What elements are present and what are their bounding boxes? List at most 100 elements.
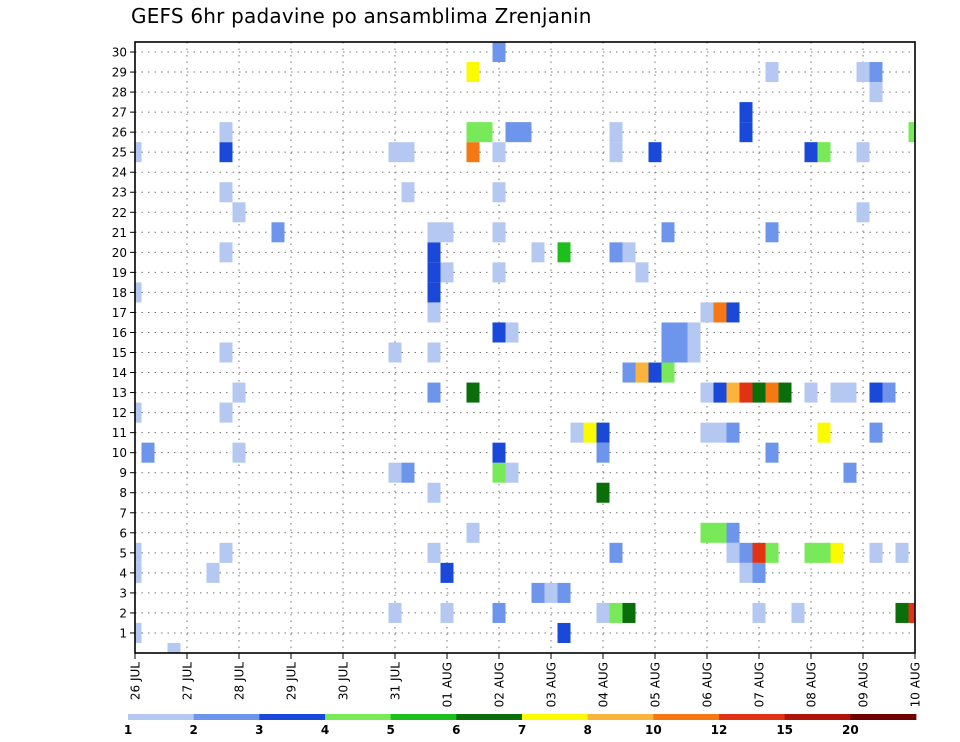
ensemble-cell [856, 62, 870, 83]
x-tick-label: 29 JUL [285, 662, 299, 700]
ensemble-cell [492, 442, 506, 463]
colorbar-label: 3 [255, 723, 263, 737]
plot-frame [134, 41, 916, 654]
y-tick-label: 12 [112, 406, 127, 420]
x-tick-label: 07 AUG [753, 662, 767, 707]
ensemble-cell [765, 382, 779, 403]
x-tick-label: 26 JUL [129, 662, 143, 700]
ensemble-cell [427, 342, 441, 363]
ensemble-cell [791, 602, 805, 623]
ensemble-cell [206, 562, 220, 583]
ensemble-cell [427, 242, 441, 263]
grid-lines [134, 42, 916, 653]
y-tick-label: 9 [119, 466, 127, 480]
ensemble-cell [466, 522, 480, 543]
y-tick-label: 8 [119, 486, 127, 500]
ensemble-cell [232, 202, 246, 223]
ensemble-cell [440, 562, 454, 583]
ensemble-cell [271, 222, 285, 243]
colorbar-segment [587, 714, 654, 720]
ensemble-cell [492, 182, 506, 203]
y-tick-label: 19 [112, 266, 127, 280]
ensemble-cell [440, 262, 454, 283]
ensemble-cell [219, 242, 233, 263]
ensemble-cell [492, 222, 506, 243]
y-tick-label: 25 [112, 146, 127, 160]
ensemble-cell [596, 442, 610, 463]
colorbar-segment [193, 714, 260, 720]
ensemble-cell [492, 322, 506, 343]
ensemble-cell [492, 42, 506, 63]
ensemble-cell [583, 422, 597, 443]
colorbar-segment [325, 714, 392, 720]
ensemble-cell [869, 422, 883, 443]
ensemble-cell [135, 402, 142, 423]
ensemble-cell [739, 562, 753, 583]
ensemble-cell [466, 62, 480, 83]
ensemble-cell [427, 542, 441, 563]
ensemble-cell [895, 542, 909, 563]
chart-title: GEFS 6hr padavine po ansamblima Zrenjani… [131, 4, 592, 28]
ensemble-cell [700, 302, 714, 323]
y-tick-label: 21 [112, 226, 127, 240]
ensemble-cell [713, 422, 727, 443]
ensemble-cell [804, 542, 818, 563]
ensemble-cell [609, 602, 623, 623]
colorbar-label: 1 [124, 723, 132, 737]
ensemble-cell [609, 122, 623, 143]
ensemble-cell [622, 242, 636, 263]
ensemble-cell [492, 602, 506, 623]
y-tick-label: 7 [119, 506, 127, 520]
ensemble-cell [135, 562, 142, 583]
ensemble-cell [135, 542, 142, 563]
ensemble-cell [713, 522, 727, 543]
ensemble-cell [726, 422, 740, 443]
colorbar-segment [390, 714, 457, 720]
colorbar-label: 4 [321, 723, 329, 737]
ensemble-cell [856, 202, 870, 223]
x-tick-label: 03 AUG [545, 662, 559, 707]
y-tick-label: 16 [112, 326, 127, 340]
x-tick-label: 27 JUL [181, 662, 195, 700]
ensemble-cell [219, 402, 233, 423]
ensemble-cell [492, 462, 506, 483]
ensemble-cell [869, 82, 883, 103]
colorbar-segment [522, 714, 589, 720]
y-tick-label: 10 [112, 446, 127, 460]
x-axis-ticks: 26 JUL 27 JUL 28 JUL 29 JUL 30 JUL 31 JUL 01 A… [129, 653, 923, 707]
colorbar-segment [653, 714, 720, 720]
colorbar-segment [850, 714, 917, 720]
y-tick-label: 13 [112, 386, 127, 400]
ensemble-cell [895, 602, 909, 623]
y-tick-label: 27 [112, 106, 127, 120]
ensemble-cell [505, 462, 519, 483]
y-tick-label: 30 [112, 46, 127, 60]
y-tick-label: 24 [112, 166, 127, 180]
y-tick-label: 4 [119, 566, 127, 580]
colorbar-segment [719, 714, 786, 720]
ensemble-cell [856, 142, 870, 163]
ensemble-cell [908, 122, 915, 143]
ensemble-cell [687, 342, 701, 363]
ensemble-cell [713, 302, 727, 323]
y-tick-label: 26 [112, 126, 127, 140]
ensemble-cell [635, 362, 649, 383]
ensemble-cell [557, 582, 571, 603]
ensemble-cell [752, 562, 766, 583]
y-tick-label: 17 [112, 306, 127, 320]
ensemble-cell [661, 362, 675, 383]
ensemble-cell [531, 582, 545, 603]
ensemble-cell [557, 622, 571, 643]
ensemble-cell [609, 542, 623, 563]
ensemble-cell [427, 302, 441, 323]
ensemble-cell [752, 382, 766, 403]
ensemble-cell [135, 142, 142, 163]
colorbar-label: 20 [842, 723, 859, 737]
ensemble-cell [739, 102, 753, 123]
colorbar-label: 10 [645, 723, 662, 737]
y-tick-label: 1 [119, 626, 127, 640]
ensemble-cell [492, 142, 506, 163]
ensemble-cell [804, 142, 818, 163]
y-tick-label: 14 [112, 366, 127, 380]
colorbar-label: 8 [583, 723, 591, 737]
